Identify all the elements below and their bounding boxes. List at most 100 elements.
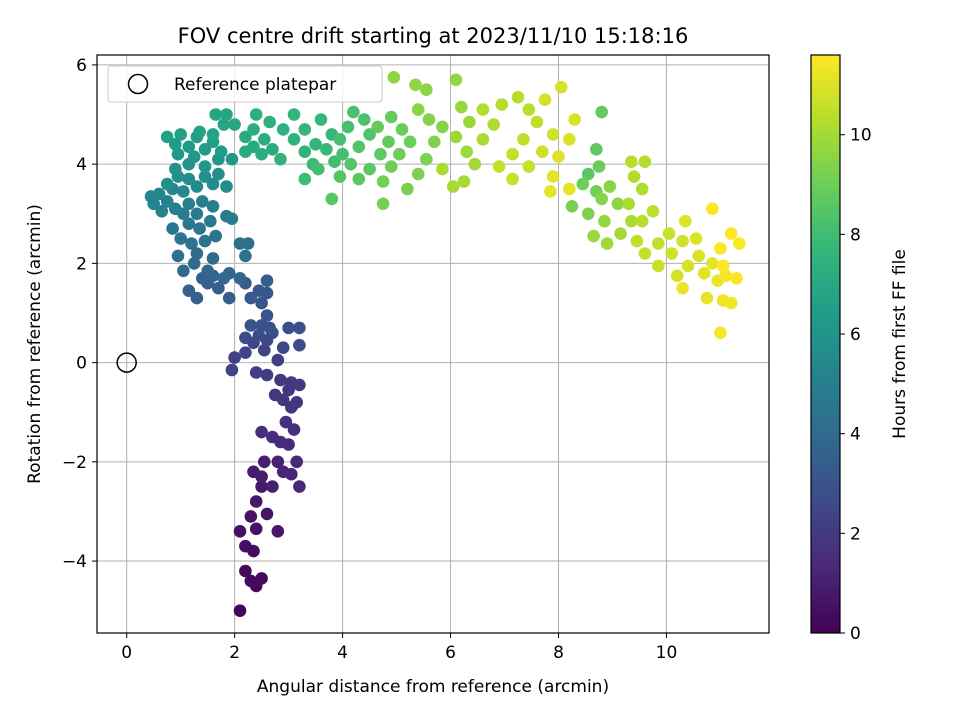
data-point	[212, 281, 225, 295]
data-point	[341, 120, 355, 134]
data-point	[244, 510, 258, 523]
data-point	[190, 247, 204, 260]
data-point	[266, 480, 279, 493]
data-point	[344, 157, 358, 171]
data-point	[239, 346, 252, 360]
data-point	[600, 237, 614, 250]
data-point	[171, 147, 185, 161]
data-point	[233, 272, 247, 285]
data-point	[333, 170, 347, 183]
data-point	[174, 232, 187, 245]
data-point	[371, 120, 385, 134]
data-point	[662, 227, 676, 240]
data-point	[276, 123, 290, 136]
x-tick-label: 0	[121, 643, 132, 663]
data-point	[468, 157, 482, 171]
data-point	[239, 331, 252, 345]
data-point	[198, 143, 212, 156]
data-point	[522, 160, 536, 173]
data-point	[212, 167, 225, 181]
data-point	[592, 160, 606, 173]
data-point	[252, 284, 266, 298]
data-point	[225, 152, 239, 166]
data-point	[670, 269, 684, 283]
data-point	[603, 180, 617, 193]
data-point	[241, 237, 255, 250]
x-axis-label: Angular distance from reference (arcmin)	[257, 677, 609, 697]
data-point	[336, 147, 349, 161]
data-point	[239, 130, 252, 144]
data-point	[266, 430, 279, 444]
reference-platepar-marker	[116, 352, 137, 373]
data-point	[635, 182, 649, 196]
data-point	[290, 455, 304, 469]
data-point	[252, 329, 266, 342]
data-point	[198, 170, 212, 183]
data-point	[171, 249, 185, 263]
y-axis-ticks: −4 −2 0 2 4 6	[62, 56, 97, 572]
data-point	[298, 145, 312, 158]
data-point	[376, 197, 390, 211]
chart-title: FOV centre drift starting at 2023/11/10 …	[178, 24, 689, 48]
data-point	[436, 120, 449, 134]
data-point	[312, 162, 325, 176]
data-point	[363, 128, 376, 141]
data-point	[384, 110, 398, 124]
colorbar-tick-label: 0	[850, 624, 861, 644]
data-point	[463, 115, 476, 129]
data-point	[422, 113, 436, 126]
data-point	[568, 113, 581, 126]
data-point	[206, 252, 220, 265]
data-point	[460, 145, 474, 158]
data-point	[228, 351, 241, 364]
data-point	[733, 237, 746, 250]
data-point	[730, 272, 743, 285]
data-point	[697, 267, 711, 280]
data-point	[546, 170, 560, 183]
data-point	[563, 182, 576, 196]
data-point	[182, 197, 196, 211]
data-point	[206, 128, 220, 141]
data-point	[206, 177, 220, 191]
data-point	[428, 135, 441, 149]
data-point	[401, 182, 414, 196]
data-point	[436, 162, 449, 176]
data-point	[611, 197, 625, 211]
data-point	[554, 80, 568, 94]
data-point	[627, 170, 641, 183]
data-point	[522, 103, 536, 116]
data-point	[196, 195, 209, 208]
y-tick-label: −4	[62, 552, 87, 572]
data-point	[517, 133, 530, 146]
data-point	[692, 249, 706, 263]
data-point	[258, 343, 271, 357]
data-point	[255, 572, 268, 585]
data-point	[160, 177, 174, 191]
data-point	[233, 604, 247, 617]
data-point	[220, 108, 233, 121]
y-tick-label: 0	[76, 354, 87, 374]
data-point	[595, 105, 608, 119]
colorbar: 0 2 4 6 8 10 Hours from first FF file	[810, 54, 910, 644]
y-tick-label: 2	[76, 254, 87, 274]
data-point	[487, 118, 501, 131]
data-point	[258, 455, 271, 469]
data-point	[249, 108, 263, 121]
data-point	[239, 145, 252, 158]
data-point	[239, 539, 252, 553]
data-point	[182, 217, 196, 230]
data-point	[225, 212, 239, 225]
data-point	[255, 147, 268, 161]
data-point	[546, 128, 560, 141]
data-point	[249, 495, 263, 508]
data-point	[352, 140, 366, 154]
legend-box	[107, 65, 383, 103]
data-point	[285, 376, 298, 389]
x-tick-label: 6	[445, 643, 456, 663]
data-point	[217, 272, 231, 285]
data-point	[457, 175, 471, 188]
colorbar-tick-label: 8	[850, 225, 861, 245]
legend-label: Reference platepar	[174, 75, 336, 95]
data-point	[681, 259, 695, 273]
data-point	[160, 195, 174, 208]
